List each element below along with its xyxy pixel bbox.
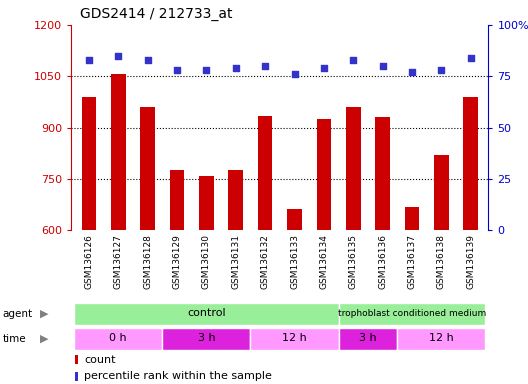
Bar bbox=[434, 155, 449, 230]
Text: 3 h: 3 h bbox=[197, 333, 215, 343]
Bar bbox=[346, 107, 361, 230]
Text: ▶: ▶ bbox=[40, 334, 48, 344]
Text: GSM136129: GSM136129 bbox=[173, 234, 182, 289]
Point bbox=[408, 69, 416, 75]
Bar bbox=[74, 303, 338, 325]
Text: percentile rank within the sample: percentile rank within the sample bbox=[84, 371, 272, 381]
Text: 12 h: 12 h bbox=[282, 333, 307, 343]
Bar bbox=[398, 328, 485, 350]
Point bbox=[232, 65, 240, 71]
Bar bbox=[317, 119, 331, 230]
Text: 3 h: 3 h bbox=[359, 333, 377, 343]
Text: GSM136138: GSM136138 bbox=[437, 234, 446, 289]
Point bbox=[114, 53, 122, 59]
Bar bbox=[250, 328, 338, 350]
Text: 0 h: 0 h bbox=[109, 333, 127, 343]
Bar bbox=[81, 97, 96, 230]
Text: GSM136135: GSM136135 bbox=[349, 234, 358, 289]
Text: GSM136137: GSM136137 bbox=[408, 234, 417, 289]
Text: GSM136130: GSM136130 bbox=[202, 234, 211, 289]
Bar bbox=[464, 97, 478, 230]
Bar bbox=[338, 303, 485, 325]
Text: count: count bbox=[84, 355, 116, 365]
Text: agent: agent bbox=[3, 309, 33, 319]
Point bbox=[173, 67, 181, 73]
Bar bbox=[199, 175, 214, 230]
Bar bbox=[74, 328, 162, 350]
Text: ▶: ▶ bbox=[40, 309, 48, 319]
Bar bbox=[76, 372, 78, 381]
Point bbox=[290, 71, 299, 77]
Bar bbox=[111, 74, 126, 230]
Text: GSM136133: GSM136133 bbox=[290, 234, 299, 289]
Point bbox=[319, 65, 328, 71]
Text: GSM136127: GSM136127 bbox=[114, 234, 123, 289]
Bar bbox=[140, 107, 155, 230]
Text: GDS2414 / 212733_at: GDS2414 / 212733_at bbox=[80, 7, 232, 21]
Text: GSM136132: GSM136132 bbox=[261, 234, 270, 289]
Text: GSM136139: GSM136139 bbox=[466, 234, 475, 289]
Bar bbox=[338, 328, 398, 350]
Bar bbox=[287, 209, 302, 230]
Text: GSM136126: GSM136126 bbox=[84, 234, 93, 289]
Point bbox=[144, 57, 152, 63]
Point bbox=[84, 57, 93, 63]
Bar bbox=[375, 118, 390, 230]
Text: GSM136134: GSM136134 bbox=[319, 234, 328, 289]
Bar bbox=[229, 170, 243, 230]
Text: trophoblast conditioned medium: trophoblast conditioned medium bbox=[338, 309, 486, 318]
Point bbox=[202, 67, 211, 73]
Bar bbox=[404, 207, 419, 230]
Bar bbox=[76, 355, 78, 364]
Text: GSM136128: GSM136128 bbox=[143, 234, 152, 289]
Point bbox=[467, 55, 475, 61]
Text: GSM136136: GSM136136 bbox=[378, 234, 387, 289]
Point bbox=[261, 63, 269, 69]
Text: control: control bbox=[187, 308, 225, 318]
Text: time: time bbox=[3, 334, 26, 344]
Bar bbox=[162, 328, 250, 350]
Bar bbox=[258, 116, 272, 230]
Text: 12 h: 12 h bbox=[429, 333, 454, 343]
Bar bbox=[169, 170, 184, 230]
Point bbox=[349, 57, 357, 63]
Text: GSM136131: GSM136131 bbox=[231, 234, 240, 289]
Point bbox=[379, 63, 387, 69]
Point bbox=[437, 67, 446, 73]
